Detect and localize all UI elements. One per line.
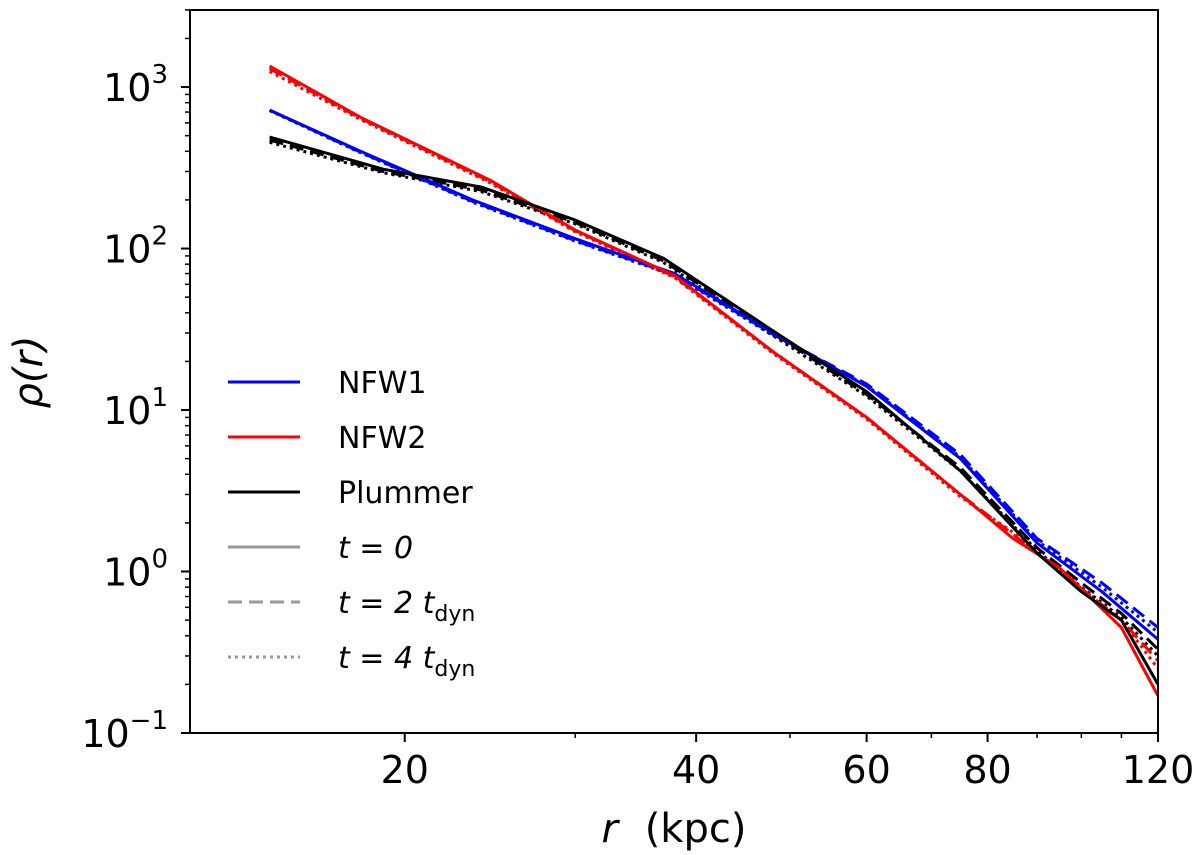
- x-tick-label: 40: [672, 748, 720, 792]
- legend-label-t0: t = 0: [338, 531, 413, 566]
- plot-frame: [189, 9, 1159, 734]
- series-plummer-t0: [269, 135, 1158, 686]
- y-tick-label: 101: [103, 383, 168, 433]
- series-plummer-t2: [269, 138, 1158, 651]
- legend-label-t4: t = 4 tdyn: [338, 641, 475, 682]
- x-tick-label: 60: [842, 748, 890, 792]
- legend: NFW1 NFW2 Plummer t = 0 t = 2 tdyn t = 4 tdyn: [228, 366, 475, 682]
- axis-ticks: 20 40 60 80 120 10−1 100 101 102 103: [81, 9, 1195, 792]
- y-tick-label: 103: [103, 60, 168, 110]
- series-nfw2-t0: [268, 64, 1158, 697]
- x-axis-unit: (kpc): [645, 806, 747, 852]
- series-nfw1-t0: [268, 108, 1158, 641]
- legend-label-plummer: Plummer: [338, 476, 473, 511]
- x-tick-label: 120: [1122, 748, 1195, 792]
- legend-label-nfw2: NFW2: [338, 421, 426, 456]
- x-tick-label: 20: [381, 748, 429, 792]
- x-tick-label: 80: [963, 748, 1011, 792]
- y-tick-label: 100: [103, 545, 168, 595]
- series-nfw2-t2: [268, 67, 1158, 662]
- y-tick-label: 102: [103, 222, 168, 272]
- y-tick-label: 10−1: [81, 706, 168, 756]
- series-nfw1-t4: [268, 109, 1158, 634]
- legend-label-nfw1: NFW1: [338, 366, 426, 401]
- legend-label-t2: t = 2 tdyn: [338, 586, 475, 627]
- y-axis-label: ρ(r): [6, 335, 52, 408]
- x-axis-variable: r: [602, 806, 621, 852]
- series-layer: [268, 64, 1158, 697]
- x-axis-label: r (kpc): [602, 806, 747, 852]
